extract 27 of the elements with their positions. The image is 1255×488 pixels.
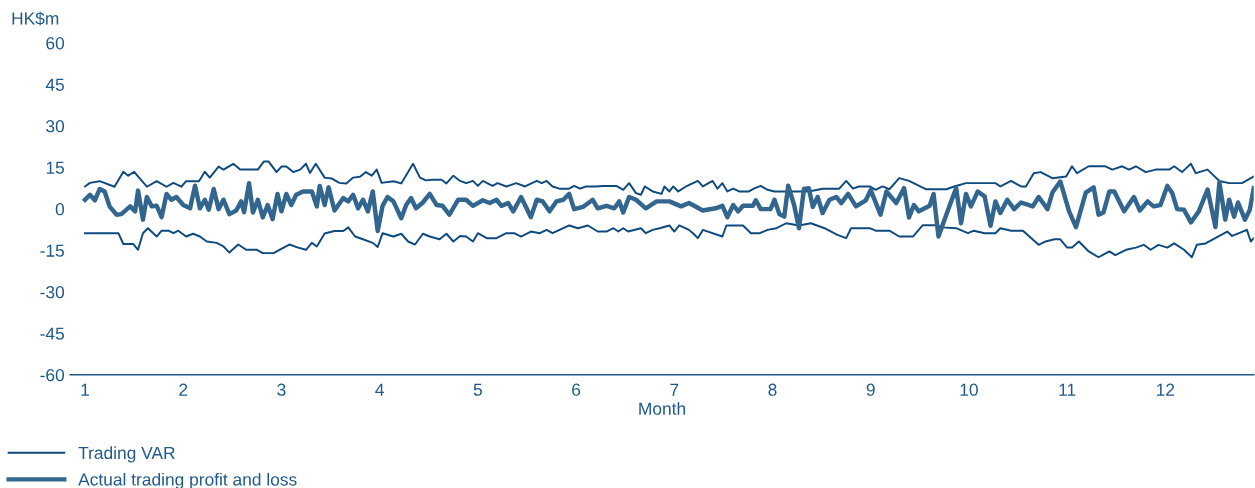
y-tick-label: 60 bbox=[46, 37, 65, 50]
x-tick-label: 12 bbox=[1157, 383, 1175, 396]
x-tick-label: 10 bbox=[960, 383, 978, 396]
x-tick-label: 5 bbox=[473, 383, 482, 396]
legend-label: Trading VAR bbox=[78, 446, 175, 463]
line-series bbox=[84, 222, 1254, 259]
x-axis-title: Month bbox=[639, 402, 686, 415]
y-tick-label: -60 bbox=[40, 368, 65, 382]
x-tick-label: 2 bbox=[179, 383, 188, 396]
line-series bbox=[84, 160, 1254, 196]
y-tick-label: -15 bbox=[40, 244, 64, 257]
x-tick-label: 4 bbox=[375, 383, 384, 396]
y-tick-label: -45 bbox=[40, 327, 64, 340]
x-tick-label: 7 bbox=[670, 383, 679, 396]
y-tick-label: 15 bbox=[46, 161, 64, 174]
y-tick-label: 45 bbox=[45, 78, 64, 91]
x-tick-label: 1 bbox=[81, 383, 89, 396]
y-axis-title: HK$m bbox=[12, 11, 59, 26]
y-tick-label: -30 bbox=[40, 285, 65, 299]
y-tick-label: 0 bbox=[55, 203, 65, 216]
x-tick-label: 11 bbox=[1059, 383, 1076, 396]
y-tick-label: 30 bbox=[46, 120, 65, 133]
line-series bbox=[82, 179, 1254, 239]
x-tick-label: 3 bbox=[277, 383, 286, 396]
x-tick-label: 6 bbox=[572, 383, 581, 396]
x-tick-label: 9 bbox=[866, 383, 875, 396]
x-tick-label: 8 bbox=[768, 383, 777, 396]
